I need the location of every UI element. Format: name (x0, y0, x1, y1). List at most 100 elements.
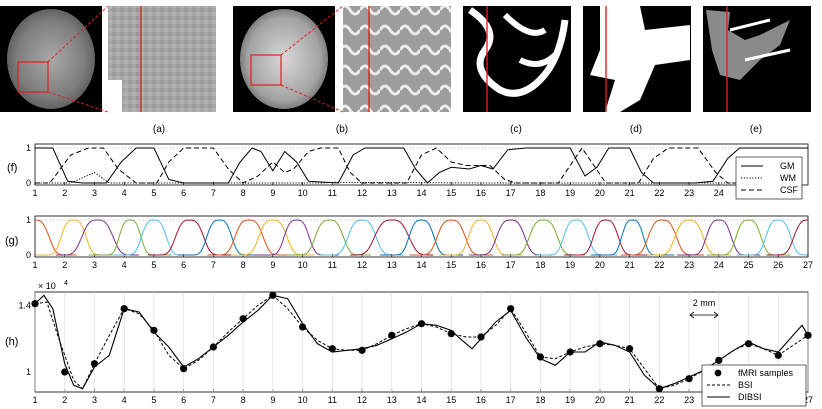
x-tick-label: 13 (387, 395, 397, 405)
fmri-sample-point (298, 323, 307, 331)
x-tick-label: 6 (181, 188, 186, 198)
x-tick-label: 19 (565, 188, 575, 198)
x-tick-label: 16 (476, 395, 486, 405)
y-multiplier: × 10 (38, 281, 56, 291)
x-tick-label: 8 (241, 260, 246, 270)
x-tick-label: 18 (535, 395, 545, 405)
series-wm (35, 171, 749, 184)
x-tick-label: 8 (241, 188, 246, 198)
fmri-sample-point (655, 385, 663, 393)
x-tick-label: 21 (625, 395, 635, 405)
basis-function (320, 219, 404, 256)
x-tick-label: 4 (122, 395, 127, 405)
x-tick-label: 15 (446, 188, 456, 198)
x-tick-label: 19 (565, 260, 575, 270)
x-tick-label: 20 (595, 188, 605, 198)
fmri-sample-point (209, 343, 217, 351)
legend-label: fMRI samples (738, 368, 794, 378)
panel-label-h: (h) (5, 336, 18, 348)
x-tick-label: 21 (625, 260, 635, 270)
fmri-sample-point (715, 356, 723, 364)
x-tick-label: 14 (416, 395, 426, 405)
basis-function (231, 219, 315, 256)
legend-label: DIBSI (738, 392, 762, 402)
basis-function (112, 219, 196, 256)
fmri-sample-point (626, 345, 634, 353)
x-tick-label: 22 (654, 188, 664, 198)
basis-function (439, 219, 523, 256)
x-tick-label: 4 (122, 188, 127, 198)
y-multiplier-exponent: 4 (64, 280, 68, 287)
basis-function (620, 219, 704, 256)
x-tick-label: 25 (744, 260, 754, 270)
x-tick-label: 20 (595, 395, 605, 405)
x-tick-label: 23 (684, 395, 694, 405)
x-tick-label: 7 (211, 188, 216, 198)
basis-function (177, 219, 261, 256)
basis-function (350, 219, 434, 256)
basis-function (287, 219, 371, 256)
fmri-sample-point (120, 305, 128, 313)
series-gm (35, 147, 808, 184)
caption-d: (d) (630, 124, 642, 135)
scale-arrow-heads (689, 311, 719, 319)
fmri-sample-point (566, 348, 574, 356)
plot-frame (34, 215, 809, 258)
legend-swatch-fmri-samples (714, 369, 722, 377)
x-tick-label: 1 (32, 260, 37, 270)
x-tick-label: 26 (773, 260, 783, 270)
series-bsi (34, 294, 809, 390)
x-tick-label: 2 (62, 188, 67, 198)
fmri-sample-point (447, 330, 455, 338)
x-tick-label: 27 (803, 260, 813, 270)
fmri-sample-point (804, 331, 812, 339)
fmri-sample-point (31, 300, 39, 308)
x-tick-label: 3 (92, 260, 97, 270)
basis-function (534, 219, 618, 256)
y-tick-label: 1.4 (18, 300, 31, 310)
plot-frame (34, 143, 809, 186)
x-tick-label: 8 (241, 395, 246, 405)
x-tick-label: 12 (357, 395, 367, 405)
x-tick-label: 24 (714, 260, 724, 270)
x-tick-label: 16 (476, 260, 486, 270)
x-tick-label: 11 (328, 188, 337, 198)
csf-map-e (703, 6, 811, 112)
basis-function (564, 219, 648, 256)
x-tick-label: 2 (62, 395, 67, 405)
x-tick-label: 15 (446, 260, 456, 270)
x-tick-label: 14 (416, 260, 426, 270)
series-csf (35, 147, 749, 184)
fmri-sample-point (417, 320, 426, 328)
zoom-box-b (250, 54, 282, 86)
zoom-patch-b (343, 6, 451, 112)
x-tick-label: 5 (151, 395, 156, 405)
y-tick-label: 1 (26, 143, 31, 153)
x-tick-label: 17 (506, 188, 516, 198)
fmri-sample-point (269, 291, 277, 299)
basis-function (55, 219, 140, 256)
wm-map-d (583, 6, 691, 112)
x-tick-label: 2 (62, 260, 67, 270)
fmri-sample-point (180, 365, 188, 373)
x-tick-label: 9 (270, 188, 275, 198)
y-tick-label: 0 (26, 178, 31, 188)
fmri-sample-point (61, 368, 69, 376)
x-tick-label: 17 (506, 260, 516, 270)
brain-scan-b (233, 5, 344, 113)
basis-function (409, 219, 493, 256)
x-tick-label: 1 (32, 395, 37, 405)
x-tick-label: 20 (595, 260, 605, 270)
x-tick-label: 7 (211, 395, 216, 405)
x-tick-label: 11 (328, 260, 337, 270)
basis-function (501, 219, 585, 256)
x-tick-label: 22 (654, 260, 664, 270)
x-tick-label: 10 (298, 395, 308, 405)
x-tick-label: 6 (181, 260, 186, 270)
basis-function (677, 219, 761, 256)
x-tick-label: 17 (506, 395, 516, 405)
legend-label-wm: WM (780, 173, 796, 183)
x-tick-label: 22 (654, 395, 664, 405)
x-tick-label: 19 (565, 395, 575, 405)
